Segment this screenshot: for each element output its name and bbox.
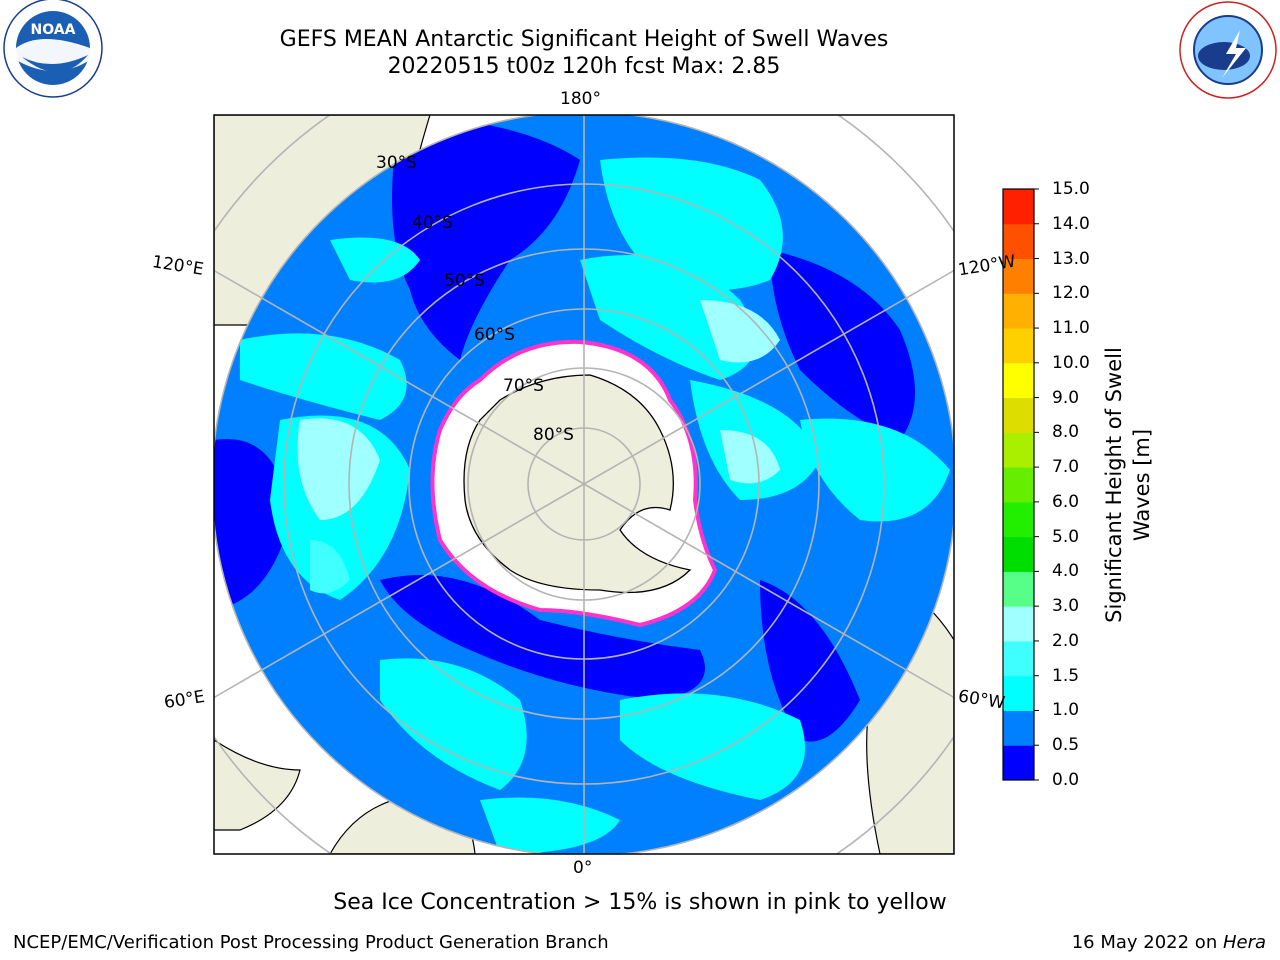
lat-label-70s: 70°S [503, 376, 544, 396]
footer-branch: NCEP/EMC/Verification Post Processing Pr… [13, 932, 609, 953]
colorbar-segment [1003, 745, 1034, 781]
colorbar-segment [1003, 328, 1034, 364]
colorbar-tick-label: 7.0 [1052, 457, 1080, 478]
colorbar-tick-label: 6.0 [1052, 491, 1080, 512]
colorbar-tick-label: 2.0 [1052, 630, 1080, 651]
lat-label-40s: 40°S [412, 213, 453, 233]
lon-label-0: 0° [573, 858, 593, 878]
footer-date-text: 16 May 2022 on [1071, 932, 1223, 953]
colorbar-segment [1003, 710, 1034, 746]
lat-label-30s: 30°S [376, 153, 417, 173]
map-area [214, 115, 954, 854]
lat-label-60s: 60°S [474, 325, 515, 345]
colorbar-segment [1003, 571, 1034, 607]
lat-label-80s: 80°S [533, 425, 574, 445]
map-frame [213, 114, 955, 855]
colorbar-segment [1003, 606, 1034, 642]
lat-label-50s: 50°S [444, 271, 485, 291]
colorbar-segment [1003, 362, 1034, 399]
colorbar-tick-label: 0.5 [1052, 735, 1080, 756]
colorbar-segment [1003, 536, 1034, 572]
colorbar-tick-label: 4.0 [1052, 561, 1080, 582]
colorbar-segment [1003, 397, 1034, 433]
lon-label-180: 180° [560, 89, 601, 109]
colorbar-tick-label: 5.0 [1052, 526, 1080, 547]
title-line-1: GEFS MEAN Antarctic Significant Height o… [279, 27, 889, 52]
antarctica-land [463, 374, 692, 594]
colorbar-segment [1003, 467, 1034, 503]
colorbar-tick-label: 12.0 [1052, 283, 1090, 304]
colorbar-segment [1003, 501, 1034, 538]
noaa-logo: NOAA [3, 0, 103, 98]
colorbar-tick-label: 0.0 [1052, 770, 1080, 790]
colorbar-tick-label: 10.0 [1052, 352, 1090, 373]
colorbar-segment [1003, 293, 1034, 329]
colorbar-segment [1003, 189, 1034, 225]
colorbar-tick-label: 15.0 [1052, 179, 1090, 199]
colorbar-tick-label: 1.0 [1052, 700, 1080, 721]
colorbar-segment [1003, 675, 1034, 711]
nws-logo [1179, 1, 1277, 99]
colorbar-tick-label: 9.0 [1052, 387, 1080, 408]
colorbar [1002, 188, 1039, 781]
footer-host: Hera [1222, 932, 1266, 953]
colorbar-segment [1003, 258, 1034, 294]
noaa-logo-text: NOAA [31, 22, 76, 38]
colorbar-tick-label: 1.5 [1052, 665, 1080, 686]
colorbar-segment [1003, 223, 1034, 260]
colorbar-tick-label: 11.0 [1052, 318, 1090, 339]
colorbar-frame [1002, 188, 1035, 781]
colorbar-segment [1003, 640, 1034, 677]
colorbar-tick-label: 8.0 [1052, 422, 1080, 443]
colorbar-tick-label: 3.0 [1052, 596, 1080, 617]
sea-ice-note: Sea Ice Concentration > 15% is shown in … [333, 890, 947, 915]
colorbar-segment [1003, 432, 1034, 468]
longitude-grid [214, 115, 954, 854]
madagascar-land [214, 739, 301, 831]
colorbar-tick-label: 14.0 [1052, 213, 1090, 234]
footer-date: 16 May 2022 on Hera [1072, 932, 1266, 953]
title-line-2: 20220515 t00z 120h fcst Max: 2.85 [387, 54, 781, 79]
colorbar-label: Significant Height of Swell Waves [m] [1102, 347, 1154, 623]
colorbar-tick-label: 13.0 [1052, 248, 1090, 269]
